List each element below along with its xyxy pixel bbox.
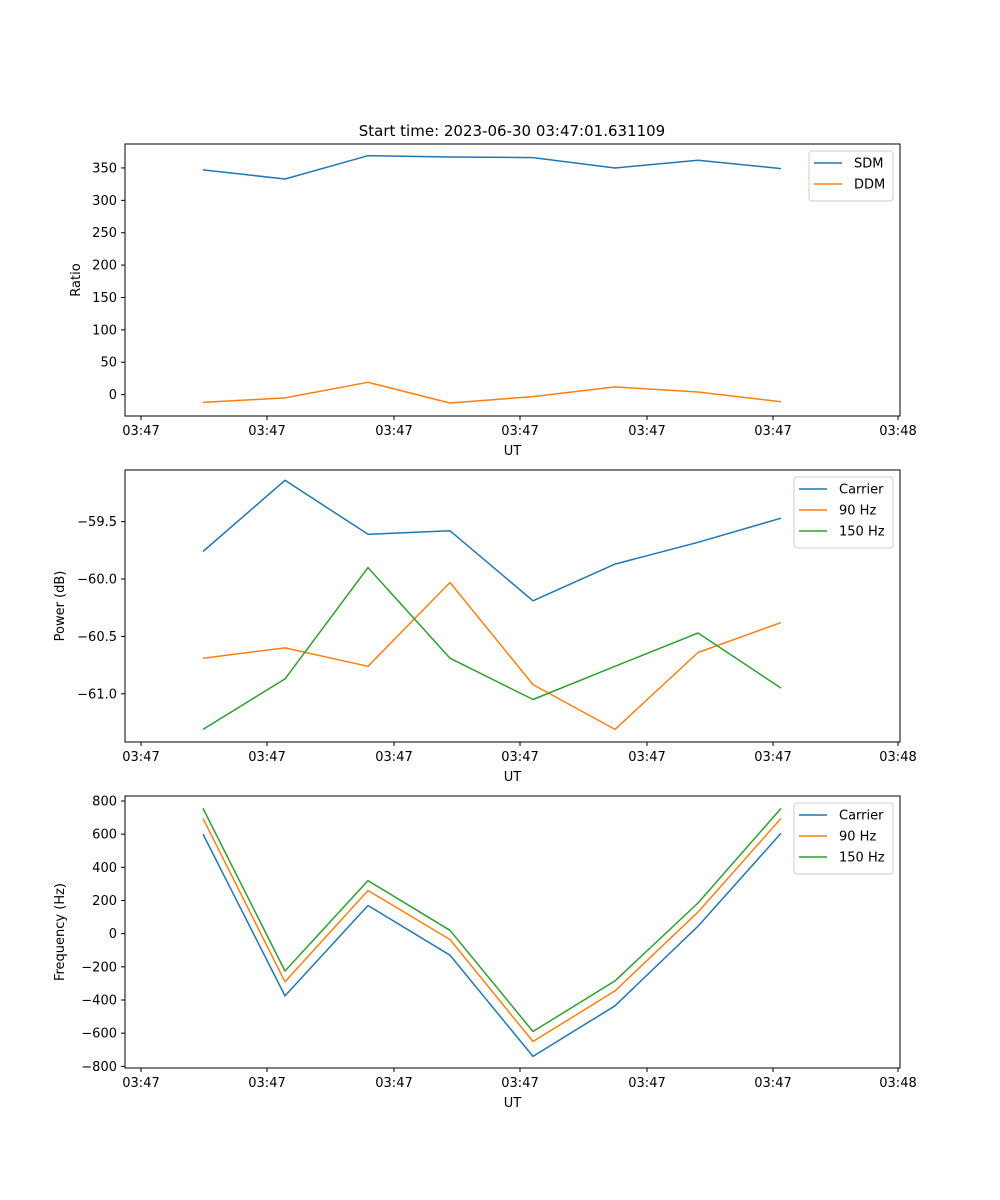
x-axis-label: UT	[504, 444, 522, 459]
panel-1: 0 50 100 150 200 250 300 350 03:47 03:47 03:47 03:4…	[69, 143, 917, 459]
y-tick-label: −200	[81, 960, 117, 975]
x-tick-label: 03:47	[754, 1076, 791, 1091]
x-tick-label: 03:48	[879, 1076, 916, 1091]
axes-frame	[124, 469, 901, 743]
x-tick-label: 03:47	[375, 424, 412, 439]
x-tick-label: 03:47	[248, 750, 285, 765]
legend-label: 150 Hz	[839, 851, 885, 866]
y-tick-label: −60.5	[77, 630, 117, 645]
x-tick-label: 03:48	[879, 424, 916, 439]
y-tick-label: −61.0	[77, 687, 117, 702]
y-tick-label: 200	[92, 259, 117, 274]
series-line-carrier	[202, 479, 782, 602]
x-tick-label: 03:47	[501, 750, 538, 765]
x-tick-label: 03:48	[879, 750, 916, 765]
y-tick-label: −800	[81, 1060, 117, 1075]
x-tick-label: 03:47	[754, 424, 791, 439]
legend-label: Carrier	[839, 483, 884, 498]
series-line-90-hz	[202, 581, 782, 731]
y-tick-label: −600	[81, 1027, 117, 1042]
y-tick-label: 800	[92, 794, 117, 809]
legend-label: DDM	[854, 178, 885, 193]
legend-label: 90 Hz	[839, 504, 876, 519]
x-tick-label: 03:47	[375, 1076, 412, 1091]
axes-frame	[124, 143, 901, 417]
series-line-carrier	[202, 832, 782, 1058]
y-axis-label: Ratio	[69, 263, 84, 296]
y-tick-label: 350	[92, 161, 117, 176]
legend-label: SDM	[854, 157, 883, 172]
x-tick-label: 03:47	[248, 1076, 285, 1091]
y-tick-label: 100	[92, 323, 117, 338]
panel-3: −800 −600 −400 −200 0 200 400 600 800 03:47 03:47 0…	[53, 794, 917, 1111]
legend: Carrier 90 Hz 150 Hz	[793, 476, 894, 549]
axes-frame	[124, 795, 901, 1069]
series-line-90-hz	[202, 817, 782, 1043]
legend: SDM DDM	[808, 150, 894, 202]
x-tick-label: 03:47	[754, 750, 791, 765]
x-tick-label: 03:47	[375, 750, 412, 765]
series-line-ddm	[202, 381, 782, 404]
y-tick-label: −60.0	[77, 573, 117, 588]
y-tick-label: 300	[92, 194, 117, 209]
x-tick-label: 03:47	[628, 750, 665, 765]
y-axis-label: Frequency (Hz)	[53, 883, 68, 981]
x-tick-label: 03:47	[628, 424, 665, 439]
y-tick-label: 0	[109, 927, 117, 942]
x-tick-label: 03:47	[501, 1076, 538, 1091]
legend-label: 150 Hz	[839, 525, 885, 540]
y-tick-label: −59.5	[77, 515, 117, 530]
y-tick-label: 200	[92, 894, 117, 909]
x-tick-label: 03:47	[122, 1076, 159, 1091]
y-tick-label: 600	[92, 828, 117, 843]
x-tick-label: 03:47	[628, 1076, 665, 1091]
legend-label: 90 Hz	[839, 830, 876, 845]
y-tick-label: 0	[109, 388, 117, 403]
y-axis-label: Power (dB)	[53, 571, 68, 642]
series-line-150-hz	[202, 807, 782, 1033]
legend-label: Carrier	[839, 809, 884, 824]
chart-title: Start time: 2023-06-30 03:47:01.631109	[359, 122, 665, 140]
panel-2: −61.0 −60.5 −60.0 −59.5 03:47 03:47 03:47 03:47…	[53, 469, 917, 785]
x-axis-label: UT	[504, 1096, 522, 1111]
x-tick-label: 03:47	[122, 424, 159, 439]
x-tick-label: 03:47	[122, 750, 159, 765]
x-axis-label: UT	[504, 770, 522, 785]
x-tick-label: 03:47	[501, 424, 538, 439]
series-line-sdm	[202, 154, 782, 180]
y-tick-label: 150	[92, 291, 117, 306]
series-line-150-hz	[202, 566, 782, 731]
y-tick-label: 250	[92, 226, 117, 241]
y-tick-label: 400	[92, 861, 117, 876]
y-tick-label: −400	[81, 994, 117, 1009]
legend: Carrier 90 Hz 150 Hz	[793, 802, 894, 875]
y-tick-label: 50	[100, 356, 117, 371]
x-tick-label: 03:47	[248, 424, 285, 439]
